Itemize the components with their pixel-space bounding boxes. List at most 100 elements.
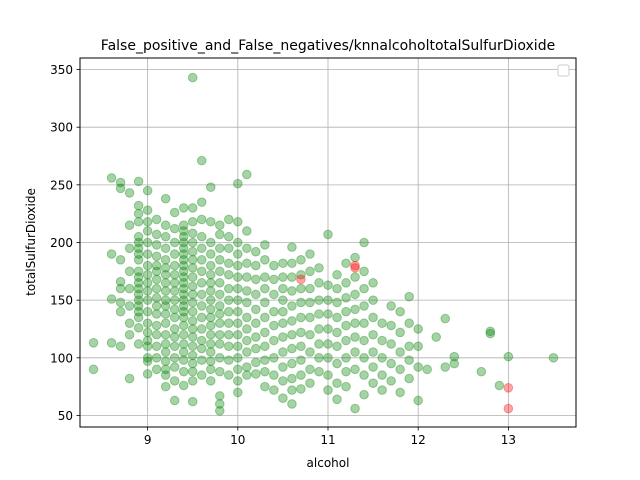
data-point <box>368 362 378 372</box>
data-point <box>224 283 234 294</box>
data-point <box>224 269 234 280</box>
data-point <box>260 297 270 308</box>
data-point <box>151 301 162 311</box>
data-point <box>314 366 324 377</box>
data-point <box>395 347 405 357</box>
data-point <box>305 329 315 340</box>
data-point <box>368 347 378 357</box>
data-point <box>133 200 144 211</box>
data-point <box>205 320 216 331</box>
y-tick-label: 350 <box>50 63 73 77</box>
data-point <box>305 249 315 259</box>
data-point <box>115 297 126 308</box>
data-point <box>242 297 252 308</box>
data-point <box>178 312 189 323</box>
data-point <box>341 320 351 331</box>
data-point <box>404 341 414 352</box>
data-point <box>142 269 153 280</box>
data-point <box>323 280 333 290</box>
data-point <box>251 246 261 257</box>
data-point <box>332 297 342 308</box>
data-point <box>332 341 342 352</box>
data-point <box>251 289 261 300</box>
data-point <box>133 249 144 259</box>
data-point <box>341 278 351 288</box>
data-point <box>169 395 180 406</box>
data-point <box>332 378 342 388</box>
data-point <box>278 332 288 342</box>
x-axis-label: alcohol <box>307 456 350 470</box>
data-point <box>115 341 126 352</box>
data-point <box>133 266 144 277</box>
data-point <box>205 376 216 386</box>
data-point <box>214 391 225 401</box>
data-point <box>214 301 225 311</box>
data-point <box>196 335 207 346</box>
data-point <box>359 353 369 363</box>
data-point <box>187 376 198 386</box>
data-point <box>341 335 351 346</box>
data-point <box>169 324 180 334</box>
data-point <box>133 301 144 311</box>
data-point <box>187 324 198 334</box>
data-point <box>133 306 144 317</box>
data-point <box>214 289 225 300</box>
data-point <box>287 385 297 395</box>
data-point <box>214 243 225 254</box>
data-point <box>395 327 405 338</box>
data-point <box>142 318 153 329</box>
data-point <box>142 327 153 338</box>
data-point <box>404 355 414 365</box>
data-point <box>242 272 252 282</box>
data-point <box>151 329 162 340</box>
data-point <box>242 312 252 323</box>
data-point <box>260 341 270 352</box>
data-point <box>440 362 451 372</box>
data-point <box>205 356 216 367</box>
data-point <box>368 278 378 288</box>
data-point <box>133 243 144 254</box>
data-point <box>368 329 378 340</box>
x-tick-label: 13 <box>501 433 516 447</box>
data-point <box>106 294 117 304</box>
data-point <box>106 338 117 348</box>
data-point <box>142 356 153 367</box>
data-point <box>160 356 171 367</box>
data-point <box>485 328 496 339</box>
data-point <box>160 269 171 280</box>
data-point <box>124 188 135 198</box>
data-point <box>214 399 225 409</box>
data-point <box>214 309 225 319</box>
x-tick-label: 10 <box>230 433 245 447</box>
data-point <box>187 358 198 369</box>
data-point <box>178 254 189 265</box>
data-point <box>196 370 207 380</box>
data-point <box>196 254 207 265</box>
data-point <box>169 286 180 296</box>
data-point <box>305 312 315 323</box>
data-point <box>323 295 333 305</box>
data-point <box>287 343 297 354</box>
data-point <box>251 369 261 379</box>
data-point <box>404 318 414 329</box>
data-point <box>305 266 315 277</box>
data-point <box>178 249 189 259</box>
data-point <box>133 216 144 227</box>
data-point <box>377 385 387 395</box>
data-point <box>205 347 216 357</box>
data-point <box>151 274 162 285</box>
data-point <box>233 387 243 398</box>
data-point <box>251 260 261 271</box>
data-point <box>305 347 315 357</box>
data-point <box>124 283 135 294</box>
data-point <box>142 335 153 346</box>
data-point <box>404 291 414 302</box>
data-point <box>233 341 243 352</box>
data-point <box>124 266 135 277</box>
data-point <box>151 214 162 225</box>
data-point <box>323 309 333 319</box>
data-point <box>242 258 252 269</box>
data-point <box>187 341 198 352</box>
data-point <box>233 272 243 282</box>
data-point <box>124 243 135 254</box>
